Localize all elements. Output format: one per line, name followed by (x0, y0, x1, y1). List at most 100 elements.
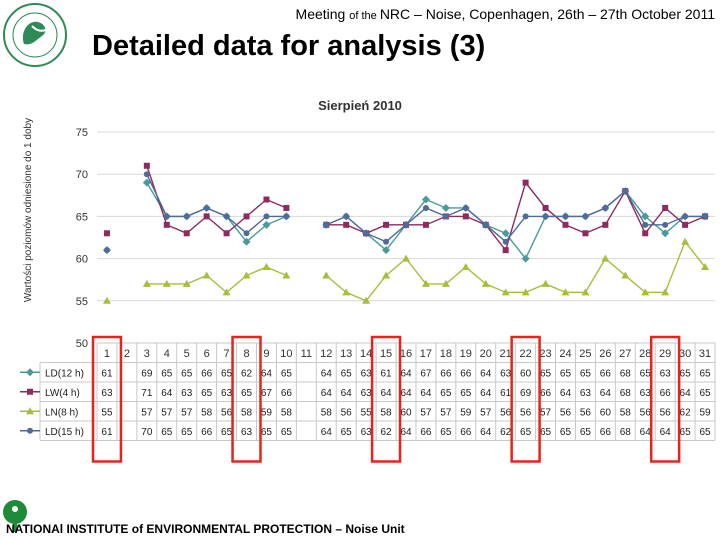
x-tick-label: 15 (380, 348, 392, 360)
data-cell: 60 (400, 407, 412, 418)
data-cell: 55 (101, 407, 113, 418)
series-line (325, 190, 706, 260)
legend-label: LN(8 h) (45, 407, 78, 418)
data-point (482, 221, 489, 228)
data-cell: 58 (281, 407, 293, 418)
data-cell: 60 (600, 407, 612, 418)
x-tick-label: 24 (559, 348, 571, 360)
data-cell: 61 (101, 427, 113, 438)
data-cell: 56 (500, 407, 512, 418)
data-point (163, 221, 170, 228)
y-axis-label: Wartości poziomów odniesione do 1 doby (23, 118, 34, 302)
data-point (362, 296, 371, 304)
data-point (342, 288, 351, 296)
data-cell: 65 (221, 368, 233, 379)
highlight-box (510, 335, 541, 463)
y-tick-label: 50 (76, 338, 88, 350)
data-point (143, 162, 150, 169)
data-cell: 70 (141, 427, 153, 438)
data-point (641, 288, 650, 296)
legend-label: LD(15 h) (45, 427, 84, 438)
data-cell: 64 (161, 388, 173, 399)
data-cell: 69 (141, 368, 153, 379)
data-point (343, 221, 350, 228)
x-tick-label: 4 (164, 348, 170, 360)
data-cell: 61 (381, 368, 393, 379)
data-point (163, 213, 170, 220)
data-cell: 63 (361, 427, 373, 438)
data-cell: 64 (480, 388, 492, 399)
data-cell: 64 (400, 427, 412, 438)
data-point (462, 204, 469, 211)
data-cell: 55 (361, 407, 373, 418)
data-point (481, 279, 490, 287)
y-tick-label: 70 (76, 169, 88, 181)
x-tick-label: 16 (400, 348, 412, 360)
highlight-box (231, 335, 262, 463)
data-point (441, 203, 450, 212)
data-cell: 59 (460, 407, 472, 418)
data-point (183, 230, 190, 237)
data-cell: 57 (141, 407, 153, 418)
data-point (202, 271, 211, 279)
data-point (522, 213, 529, 220)
data-point (641, 212, 650, 221)
legend-marker (27, 388, 33, 395)
data-cell: 63 (101, 388, 113, 399)
data-point (262, 263, 271, 271)
x-tick-label: 13 (340, 348, 352, 360)
series-line (146, 173, 287, 235)
data-cell: 65 (699, 427, 711, 438)
data-cell: 65 (640, 368, 652, 379)
data-cell: 65 (440, 427, 452, 438)
data-point (242, 271, 251, 279)
data-cell: 58 (620, 407, 632, 418)
data-point (421, 195, 430, 204)
data-point (343, 213, 350, 220)
data-cell: 65 (560, 368, 572, 379)
series-line (325, 240, 706, 302)
data-cell: 65 (261, 427, 273, 438)
data-cell: 56 (660, 407, 672, 418)
data-point (582, 213, 589, 220)
data-cell: 62 (680, 407, 692, 418)
data-point (103, 230, 110, 237)
data-cell: 65 (281, 427, 293, 438)
data-point (581, 288, 590, 296)
series-line (326, 181, 706, 252)
data-cell: 64 (400, 388, 412, 399)
data-cell: 64 (680, 388, 692, 399)
data-point (263, 196, 270, 203)
data-cell: 63 (361, 368, 373, 379)
data-point (383, 238, 390, 245)
data-point (102, 296, 111, 304)
data-cell: 65 (161, 368, 173, 379)
data-cell: 62 (241, 368, 253, 379)
data-cell: 64 (341, 388, 353, 399)
data-cell: 66 (201, 368, 213, 379)
chart-title: Sierpień 2010 (318, 98, 402, 113)
data-point (701, 263, 710, 271)
data-cell: 57 (420, 407, 432, 418)
x-tick-label: 6 (204, 348, 210, 360)
data-cell: 65 (341, 368, 353, 379)
data-cell: 65 (460, 388, 472, 399)
data-cell: 63 (361, 388, 373, 399)
data-cell: 65 (520, 427, 532, 438)
highlight-box (370, 335, 402, 463)
x-tick-label: 17 (420, 348, 432, 360)
data-cell: 65 (699, 368, 711, 379)
data-point (501, 229, 510, 238)
institute-seal-logo (2, 2, 68, 68)
data-cell: 59 (699, 407, 711, 418)
series-line (146, 165, 287, 235)
x-tick-label: 27 (619, 348, 631, 360)
data-cell: 63 (640, 388, 652, 399)
data-point (502, 247, 509, 254)
data-cell: 56 (580, 407, 592, 418)
series-line (325, 190, 706, 243)
data-cell: 64 (400, 368, 412, 379)
data-cell: 58 (201, 407, 213, 418)
x-tick-label: 11 (301, 348, 312, 360)
